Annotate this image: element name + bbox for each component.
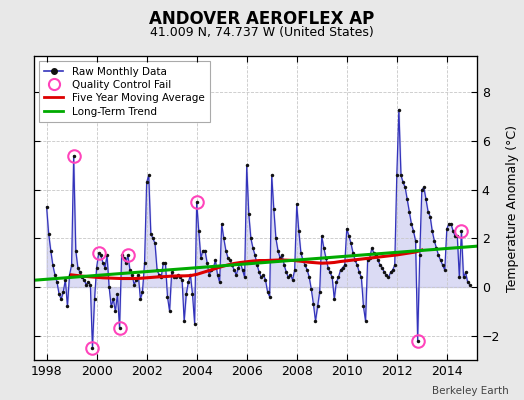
Text: 41.009 N, 74.737 W (United States): 41.009 N, 74.737 W (United States)	[150, 26, 374, 39]
Legend: Raw Monthly Data, Quality Control Fail, Five Year Moving Average, Long-Term Tren: Raw Monthly Data, Quality Control Fail, …	[39, 61, 210, 122]
Y-axis label: Temperature Anomaly (°C): Temperature Anomaly (°C)	[506, 124, 519, 292]
Text: ANDOVER AEROFLEX AP: ANDOVER AEROFLEX AP	[149, 10, 375, 28]
Text: Berkeley Earth: Berkeley Earth	[432, 386, 508, 396]
